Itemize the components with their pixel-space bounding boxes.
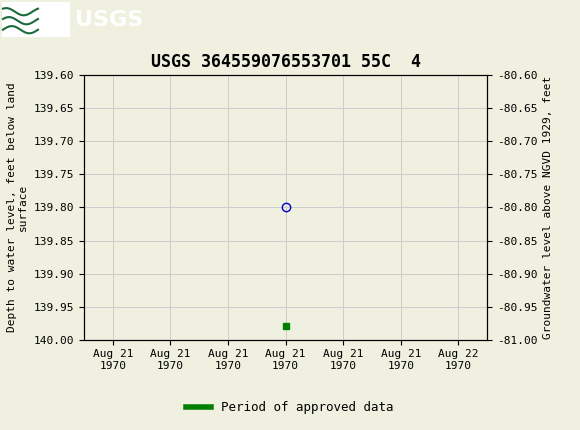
Legend: Period of approved data: Period of approved data	[181, 396, 399, 419]
Y-axis label: Depth to water level, feet below land
surface: Depth to water level, feet below land su…	[7, 83, 28, 332]
Text: USGS: USGS	[75, 10, 143, 30]
FancyBboxPatch shape	[2, 2, 70, 37]
Title: USGS 364559076553701 55C  4: USGS 364559076553701 55C 4	[151, 53, 420, 71]
Y-axis label: Groundwater level above NGVD 1929, feet: Groundwater level above NGVD 1929, feet	[543, 76, 553, 339]
